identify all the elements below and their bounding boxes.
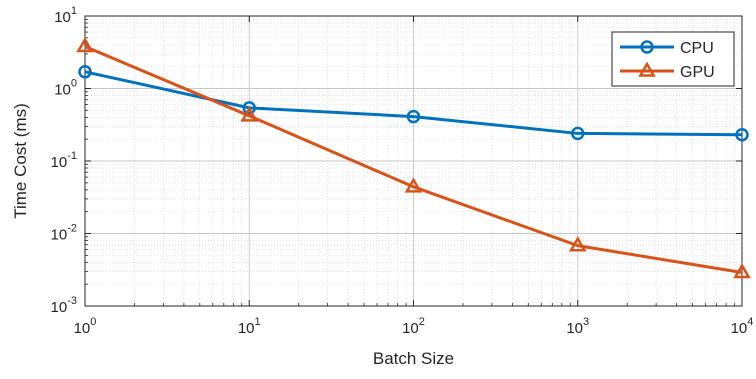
data-point-cpu bbox=[78, 65, 92, 79]
y-tick-label: 10-1 bbox=[51, 150, 77, 171]
series-gpu bbox=[76, 36, 751, 279]
x-tick-label: 102 bbox=[402, 316, 425, 337]
series-cpu bbox=[78, 65, 749, 142]
data-point-cpu bbox=[571, 126, 585, 141]
x-axis-label: Batch Size bbox=[373, 349, 454, 368]
legend-marker-cpu bbox=[640, 40, 654, 54]
x-tick-label: 104 bbox=[731, 316, 754, 337]
legend-label-cpu: CPU bbox=[680, 40, 714, 57]
y-tick-label: 100 bbox=[54, 78, 77, 99]
y-tick-label: 10-3 bbox=[51, 295, 77, 316]
data-point-cpu bbox=[735, 128, 749, 142]
legend-marker-gpu bbox=[638, 61, 656, 77]
data-point-cpu bbox=[406, 109, 421, 124]
legend: CPU GPU bbox=[611, 31, 735, 87]
data-point-gpu bbox=[76, 36, 94, 53]
data-point-cpu bbox=[242, 101, 256, 115]
data-point-gpu bbox=[733, 262, 751, 279]
data-point-gpu bbox=[568, 236, 587, 252]
y-tick-label: 101 bbox=[54, 5, 77, 26]
series-line-cpu bbox=[84, 70, 743, 137]
x-tick-label: 100 bbox=[74, 316, 97, 337]
legend-label-gpu: GPU bbox=[680, 64, 715, 81]
legend-box bbox=[611, 31, 735, 87]
data-point-gpu bbox=[404, 177, 423, 193]
x-tick-label: 101 bbox=[238, 316, 261, 337]
y-axis-label: Time Cost (ms) bbox=[11, 103, 30, 219]
series-line-gpu bbox=[84, 45, 743, 274]
axes: 100 101 102 103 104 10-3 10-2 10-1 100 101 bbox=[51, 5, 754, 337]
y-tick-label: 10-2 bbox=[51, 223, 77, 244]
x-tick-label: 103 bbox=[566, 316, 589, 337]
data-series bbox=[76, 36, 751, 279]
data-point-gpu bbox=[240, 106, 259, 122]
